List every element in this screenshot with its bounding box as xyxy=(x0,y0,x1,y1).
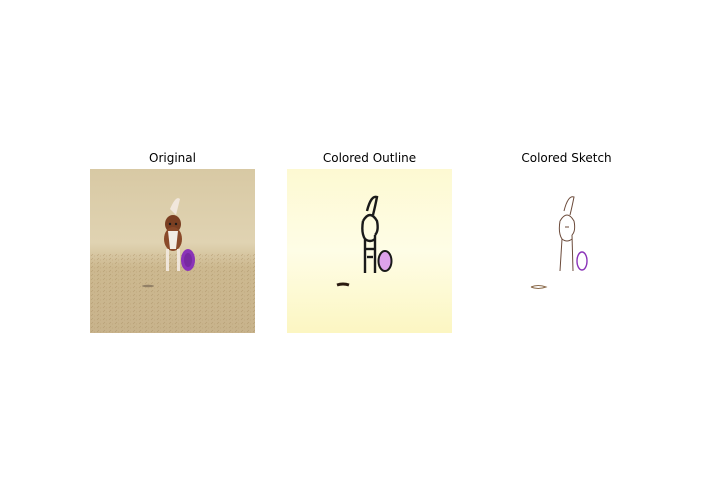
panel-title-original: Original xyxy=(149,151,196,165)
colored-outline-image xyxy=(287,169,452,333)
outline-background xyxy=(287,169,452,333)
frisbee-sketch xyxy=(576,251,588,271)
panel-title-colored-sketch: Colored Sketch xyxy=(521,151,612,165)
shadow-mark xyxy=(336,282,350,287)
original-photo xyxy=(90,169,255,333)
colored-sketch-image xyxy=(484,169,649,333)
dog-figure xyxy=(164,198,182,271)
dog-sketch xyxy=(558,196,576,272)
shadow-sketch xyxy=(530,285,548,289)
panel-colored-outline-image xyxy=(287,169,452,333)
panel-original-image xyxy=(90,169,255,333)
dog-outline xyxy=(361,195,379,273)
grass-texture xyxy=(90,254,255,333)
frisbee-outline xyxy=(377,250,393,272)
sketch-background xyxy=(484,169,649,333)
panel-colored-sketch-image xyxy=(484,169,649,333)
panel-title-colored-outline: Colored Outline xyxy=(322,151,417,165)
